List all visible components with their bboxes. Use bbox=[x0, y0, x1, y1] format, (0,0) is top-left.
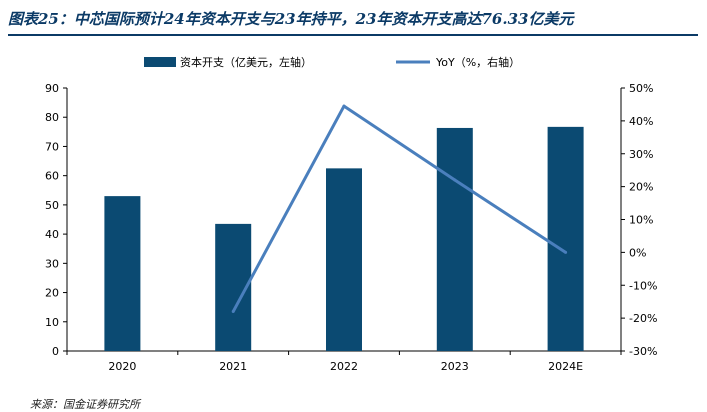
right-tick-label: -10% bbox=[629, 279, 657, 292]
x-tick-label: 2021 bbox=[219, 360, 247, 373]
bar-2023 bbox=[436, 127, 473, 351]
x-tick-label: 2023 bbox=[441, 360, 469, 373]
x-tick-label: 2024E bbox=[548, 360, 583, 373]
right-tick-label: 0% bbox=[629, 246, 646, 259]
left-tick-label: 20 bbox=[45, 287, 59, 300]
right-tick-label: -30% bbox=[629, 345, 657, 358]
right-tick-label: 20% bbox=[629, 181, 653, 194]
title-divider bbox=[8, 34, 698, 36]
bar-2024E bbox=[547, 126, 584, 351]
yoy-point bbox=[231, 310, 235, 314]
x-tick-label: 2020 bbox=[108, 360, 136, 373]
bar-2022 bbox=[326, 168, 362, 351]
x-tick-label: 2022 bbox=[330, 360, 358, 373]
source-note: 来源：国金证券研究所 bbox=[30, 398, 140, 411]
chart-title: 图表25：中芯国际预计24年资本开支与23年持平，23年资本开支高达76.33亿… bbox=[8, 10, 574, 28]
left-tick-label: 90 bbox=[45, 82, 59, 95]
legend-swatch-capex bbox=[144, 57, 176, 67]
right-tick-label: -20% bbox=[629, 312, 657, 325]
right-tick-label: 50% bbox=[629, 82, 653, 95]
left-tick-label: 70 bbox=[45, 140, 59, 153]
left-tick-label: 10 bbox=[45, 316, 59, 329]
yoy-point bbox=[453, 178, 457, 182]
right-tick-label: 10% bbox=[629, 214, 653, 227]
yoy-point bbox=[342, 104, 346, 108]
yoy-line bbox=[231, 104, 567, 313]
left-tick-label: 80 bbox=[45, 111, 59, 124]
yoy-point bbox=[564, 250, 568, 254]
left-tick-label: 40 bbox=[45, 228, 59, 241]
legend-label-capex: 资本开支（亿美元，左轴） bbox=[180, 55, 312, 69]
right-tick-label: 30% bbox=[629, 148, 653, 161]
bar-2020 bbox=[104, 196, 141, 351]
legend-label-yoy: YoY（%，右轴） bbox=[435, 55, 520, 69]
left-tick-label: 60 bbox=[45, 170, 59, 183]
right-tick-label: 40% bbox=[629, 115, 653, 128]
left-tick-label: 50 bbox=[45, 199, 59, 212]
left-tick-label: 0 bbox=[52, 345, 59, 358]
left-tick-label: 30 bbox=[45, 257, 59, 270]
